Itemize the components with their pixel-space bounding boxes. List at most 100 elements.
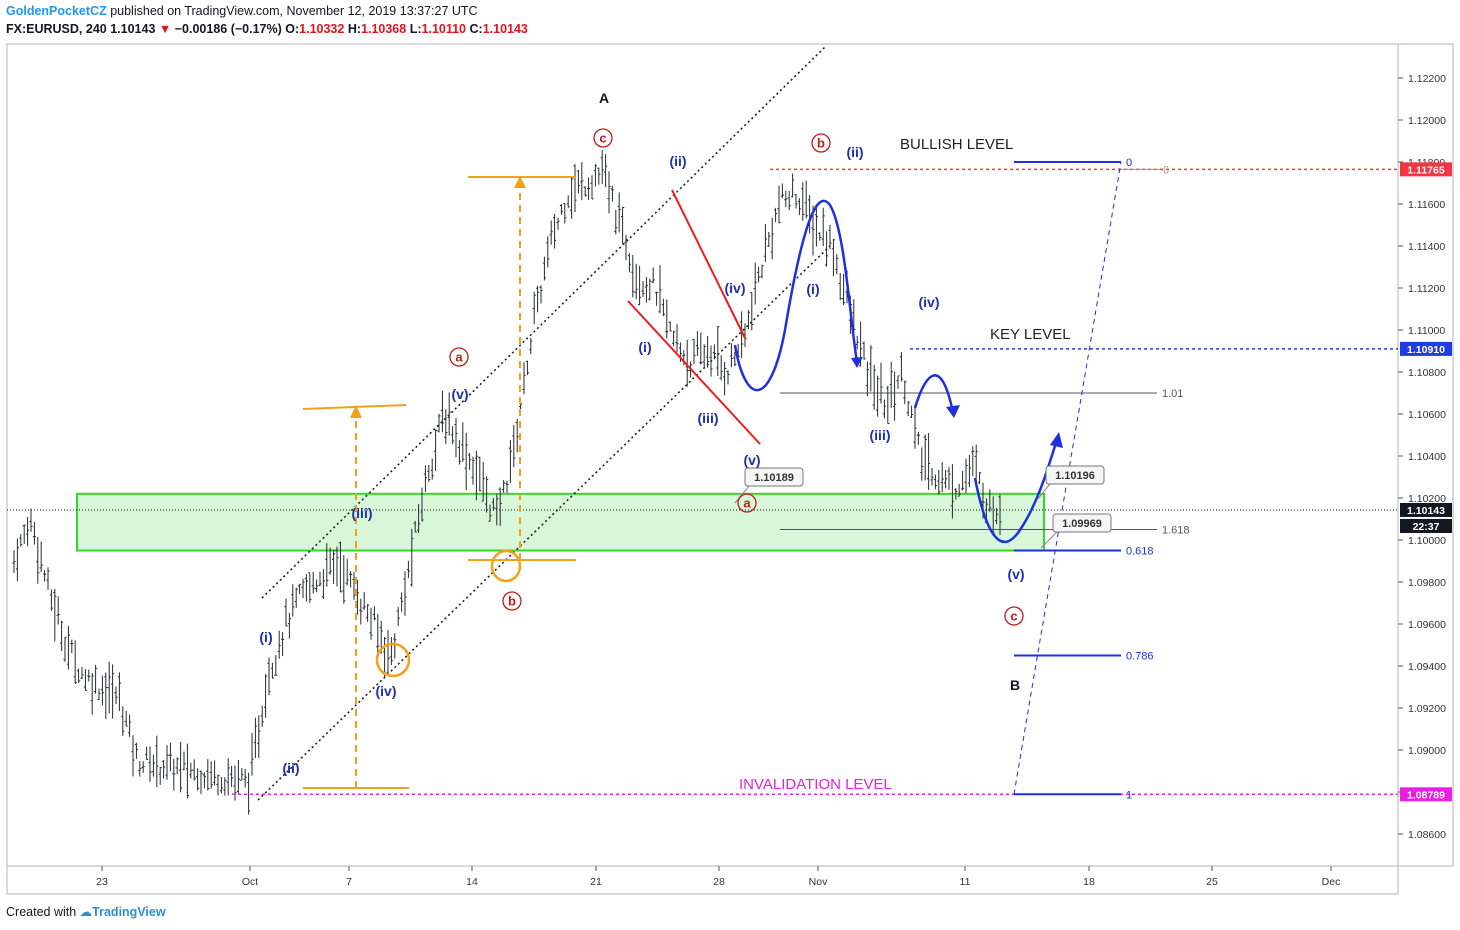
x-tick-label: 18: [1083, 876, 1095, 888]
fib-retracement-label: 0.786: [1126, 651, 1154, 663]
y-tick-label: 1.09600: [1408, 619, 1446, 631]
wave-label: B: [1010, 677, 1020, 693]
fib-retracement-label: 1: [1126, 789, 1132, 801]
wave-label: (ii): [669, 153, 686, 169]
price-tag-text: 1.11765: [1407, 164, 1445, 176]
price-tag-bg: [1400, 162, 1452, 177]
countdown-bg: [1400, 518, 1452, 533]
wave-label: (iii): [698, 410, 719, 426]
bullish-level-label: BULLISH LEVEL: [900, 136, 1013, 153]
wave-circle: [1004, 606, 1024, 626]
change: −0.00186 (−0.17%): [174, 22, 282, 36]
projected-path-1: [733, 199, 859, 392]
publish-info: GoldenPocketCZ published on TradingView.…: [6, 4, 478, 18]
close-label: C:: [469, 22, 483, 36]
time-axis-ticks: 23 Oct 7 14 21 28 Nov 11 18 25 Dec: [96, 866, 1340, 888]
measure-arrowhead-2: [514, 176, 526, 188]
invalidation-level-label: INVALIDATION LEVEL: [739, 776, 892, 793]
tradingview-logo-icon: ☁: [79, 905, 93, 919]
price-tag-text: 1.10910: [1407, 344, 1445, 356]
callout-2-box: [1045, 465, 1105, 485]
wave-label: (i): [638, 339, 651, 355]
candlestick-series: [12, 149, 1002, 815]
projection-arrowhead-2: [946, 405, 960, 418]
wave-label: (i): [806, 281, 819, 297]
high-label: H:: [347, 22, 362, 36]
wave-circle: [737, 493, 757, 513]
wave-label: (ii): [846, 144, 863, 160]
fib-retracement-label: 0.618: [1126, 546, 1154, 558]
wave-label: (ii): [282, 760, 299, 776]
wave-circle: [811, 133, 831, 153]
price-tag-bg: [1400, 787, 1452, 802]
down-arrow-icon: ▼: [158, 22, 172, 36]
x-tick-label: Nov: [809, 876, 828, 888]
created-with-text: Created with: [6, 905, 77, 919]
fib-retracement-label: 0: [1163, 164, 1169, 176]
x-tick-label: 14: [466, 876, 478, 888]
wave-label: (iii): [352, 505, 373, 521]
countdown-text: 22:37: [1413, 521, 1440, 533]
last-price: 1.10143: [110, 22, 156, 36]
support-zone-layer: [76, 492, 1045, 552]
callout-1-pointer: [734, 485, 750, 504]
wave-label: (v): [743, 452, 760, 468]
open-value: 1.10332: [299, 22, 345, 36]
wave-label: (iii): [870, 427, 891, 443]
price-tag-bg: [1400, 502, 1452, 517]
x-tick-label: 11: [960, 876, 971, 888]
wave-label: (i): [259, 629, 272, 645]
wave-label-circled: c: [599, 131, 606, 146]
x-tick-label: Oct: [242, 876, 258, 888]
fib-diagonal: [1013, 161, 1122, 795]
x-tick-label: 25: [1206, 876, 1218, 888]
y-tick-label: 1.11200: [1408, 283, 1445, 295]
y-tick-label: 1.10600: [1408, 409, 1446, 421]
y-tick-label: 1.10400: [1408, 451, 1446, 463]
fib-extension-label: 1.618: [1162, 525, 1190, 537]
wave-label: (iv): [376, 683, 397, 699]
fib-retracement-label: 0: [1126, 157, 1132, 169]
price-tag-text: 1.08789: [1407, 789, 1445, 801]
wave-circle: [502, 591, 522, 611]
red-trendline-upper: [671, 189, 746, 339]
x-tick-label: 28: [713, 876, 725, 888]
circle-marker-b: [490, 549, 522, 583]
circle-marker-iv: [375, 642, 411, 678]
y-tick-label: 1.12000: [1408, 115, 1446, 127]
low-value: 1.10110: [421, 22, 467, 36]
wave-label-circled: a: [455, 350, 463, 365]
callout-3-pointer: [1040, 531, 1058, 549]
callout-2-text: 1.10196: [1055, 470, 1095, 482]
plot-area[interactable]: [6, 43, 1399, 867]
y-tick-label: 1.10800: [1408, 367, 1446, 379]
callout-1-box: [744, 467, 804, 487]
callout-3-box: [1052, 513, 1112, 533]
y-tick-label: 1.11400: [1408, 241, 1445, 253]
x-tick-label: 21: [590, 876, 602, 888]
symbol-info: FX:EURUSD, 240 1.10143 ▼ −0.00186 (−0.17…: [6, 22, 528, 36]
wave-label-circled: c: [1010, 609, 1017, 624]
author-name[interactable]: GoldenPocketCZ: [6, 4, 107, 18]
red-trendline-lower: [627, 300, 761, 445]
y-tick-label: 1.09400: [1408, 661, 1446, 673]
tradingview-brand[interactable]: TradingView: [92, 905, 166, 919]
y-tick-label: 1.09200: [1408, 703, 1446, 715]
wave-label-circled: a: [743, 496, 751, 511]
symbol: FX:EURUSD, 240: [6, 22, 107, 36]
y-tick-label: 1.10000: [1408, 535, 1446, 547]
price-axis[interactable]: [1397, 43, 1454, 867]
wave-circle: [449, 347, 469, 367]
x-tick-label: 7: [346, 876, 352, 888]
projection-arrowhead-3: [1050, 432, 1063, 448]
wave-label-circled: b: [508, 594, 516, 609]
y-tick-label: 1.11000: [1408, 325, 1445, 337]
wave-label: (v): [451, 386, 468, 402]
high-value: 1.10368: [361, 22, 407, 36]
open-label: O:: [285, 22, 300, 36]
time-axis[interactable]: [6, 865, 1399, 895]
price-tag-text: 1.10143: [1407, 505, 1445, 517]
wave-label: (v): [1007, 566, 1024, 582]
wave-label: (iv): [725, 280, 746, 296]
